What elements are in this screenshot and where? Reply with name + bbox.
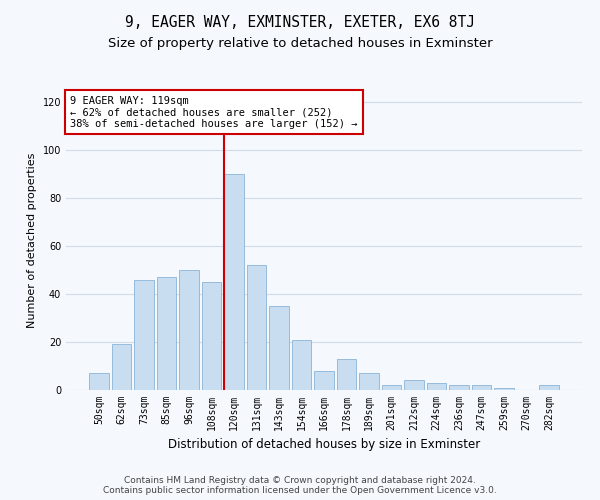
Text: 9 EAGER WAY: 119sqm
← 62% of detached houses are smaller (252)
38% of semi-detac: 9 EAGER WAY: 119sqm ← 62% of detached ho… (70, 96, 358, 129)
Bar (359, 373, 379, 390)
Bar (269, 306, 289, 390)
Bar (247, 265, 266, 390)
Text: Contains HM Land Registry data © Crown copyright and database right 2024.: Contains HM Land Registry data © Crown c… (124, 476, 476, 485)
X-axis label: Distribution of detached houses by size in Exminster: Distribution of detached houses by size … (168, 438, 480, 452)
Bar (404, 380, 424, 390)
Bar (112, 344, 131, 390)
Bar (494, 388, 514, 390)
Bar (382, 385, 401, 390)
Bar (427, 383, 446, 390)
Text: Size of property relative to detached houses in Exminster: Size of property relative to detached ho… (107, 38, 493, 51)
Y-axis label: Number of detached properties: Number of detached properties (27, 152, 37, 328)
Bar (539, 385, 559, 390)
Bar (292, 340, 311, 390)
Bar (314, 371, 334, 390)
Bar (472, 385, 491, 390)
Bar (202, 282, 221, 390)
Text: Contains public sector information licensed under the Open Government Licence v3: Contains public sector information licen… (103, 486, 497, 495)
Bar (134, 280, 154, 390)
Bar (224, 174, 244, 390)
Text: 9, EAGER WAY, EXMINSTER, EXETER, EX6 8TJ: 9, EAGER WAY, EXMINSTER, EXETER, EX6 8TJ (125, 15, 475, 30)
Bar (179, 270, 199, 390)
Bar (89, 373, 109, 390)
Bar (157, 277, 176, 390)
Bar (449, 385, 469, 390)
Bar (337, 359, 356, 390)
